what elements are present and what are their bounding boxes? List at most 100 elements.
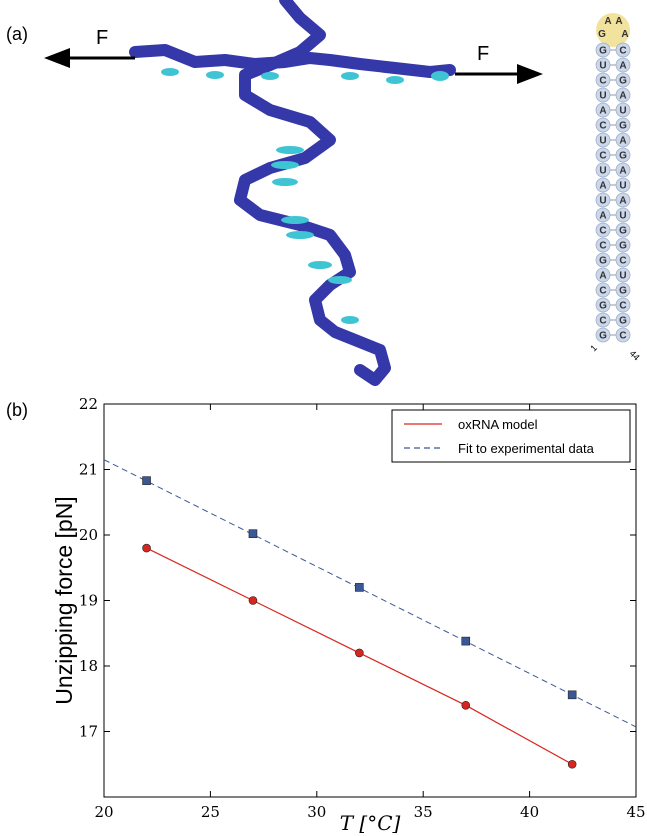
end-label: 1 <box>588 343 599 354</box>
base-node <box>595 267 611 283</box>
base-letter: A <box>599 271 606 282</box>
base-node <box>615 132 631 148</box>
base-letter: G <box>619 151 627 162</box>
base-letter: G <box>619 286 627 297</box>
base-letter: C <box>619 301 626 312</box>
base-letter: C <box>599 316 606 327</box>
marker <box>461 636 471 646</box>
marker <box>355 583 364 592</box>
base-node <box>595 42 611 58</box>
base-letter: A <box>619 166 626 177</box>
base-letter: C <box>599 286 606 297</box>
marker <box>248 596 258 605</box>
base-node <box>615 57 631 73</box>
y-tick-label: 17 <box>79 723 98 741</box>
x-axis-label: T [°C] <box>340 811 401 835</box>
legend-label: Fit to experimental data <box>458 441 595 456</box>
end-label: 44 <box>628 348 642 362</box>
marker <box>142 476 151 485</box>
base-letter: U <box>599 61 606 72</box>
base-letter: C <box>619 46 626 57</box>
loop-base: G <box>598 29 606 40</box>
x-tick-label: 25 <box>201 803 220 821</box>
base-letter: U <box>619 211 626 222</box>
base-node <box>595 282 611 298</box>
base-node <box>595 207 611 223</box>
base-node <box>615 252 631 268</box>
base-letter: C <box>599 241 606 252</box>
base-node <box>595 72 611 88</box>
base-node <box>615 222 631 238</box>
base-letter: G <box>599 301 607 312</box>
base-letter: A <box>619 91 626 102</box>
base-letter: A <box>619 136 626 147</box>
x-tick-label: 20 <box>94 803 113 821</box>
base-node <box>615 102 631 118</box>
base-node <box>615 297 631 313</box>
base-letter: C <box>619 331 626 342</box>
base-letter: G <box>619 241 627 252</box>
base-letter: A <box>599 106 606 117</box>
base-node <box>615 327 631 343</box>
panel-label: (b) <box>6 400 28 420</box>
legend-label: oxRNA model <box>458 417 538 432</box>
hairpin: GA AAG CU AC GU AA UC GU AC GU AA UU AA UC GC GG CA UC GG C… <box>588 13 642 362</box>
base-letter: G <box>599 331 607 342</box>
base-letter: A <box>599 181 606 192</box>
force-label: F <box>96 27 108 49</box>
base-node <box>615 147 631 163</box>
base-letter: G <box>599 256 607 267</box>
y-tick-label: 22 <box>79 395 98 413</box>
base-node <box>595 147 611 163</box>
marker <box>142 543 151 553</box>
base-node <box>615 117 631 133</box>
base-letter: C <box>599 121 606 132</box>
base-letter: C <box>599 151 606 162</box>
base-node <box>595 237 611 253</box>
base-letter: G <box>599 46 607 57</box>
force-label: F <box>477 43 489 65</box>
base-letter: A <box>619 61 626 72</box>
loop-base: A <box>604 16 611 27</box>
base-node <box>615 192 631 208</box>
base-letter: G <box>619 121 627 132</box>
y-tick-label: 20 <box>79 526 98 544</box>
base-letter: U <box>599 166 606 177</box>
base-letter: U <box>619 271 626 282</box>
marker <box>461 700 471 710</box>
arrowhead <box>517 64 543 84</box>
base-node <box>615 237 631 253</box>
base-node <box>595 177 611 193</box>
y-tick-label: 21 <box>79 461 98 479</box>
base-node <box>595 222 611 238</box>
y-axis-label: Unzipping force [pN] <box>51 496 77 704</box>
base-node <box>615 267 631 283</box>
loop-highlight <box>596 13 630 47</box>
base-node <box>595 312 611 328</box>
plot-frame <box>103 403 637 798</box>
panel-label: (a) <box>6 24 28 44</box>
x-tick-label: 35 <box>414 803 433 821</box>
base-letter: A <box>599 211 606 222</box>
base-letter: G <box>619 226 627 237</box>
base-letter: U <box>619 106 626 117</box>
marker <box>355 648 364 658</box>
base-node <box>595 192 611 208</box>
backbone <box>234 0 391 386</box>
x-tick-label: 40 <box>520 803 539 821</box>
base-node <box>595 87 611 103</box>
base-node <box>595 57 611 73</box>
legend-box <box>391 409 631 463</box>
base-letter: G <box>619 316 627 327</box>
base-letter: C <box>599 76 606 87</box>
x-tick-label: 30 <box>307 803 326 821</box>
base-node <box>595 132 611 148</box>
force-arrows: F F <box>44 27 543 84</box>
base-node <box>615 162 631 178</box>
chart: (b) 20 25 30 35 40 45 17 18 19 20 21 22 T [°C] Unzippi… <box>6 395 646 835</box>
base-node <box>615 177 631 193</box>
base-node <box>595 327 611 343</box>
marker <box>248 529 258 538</box>
